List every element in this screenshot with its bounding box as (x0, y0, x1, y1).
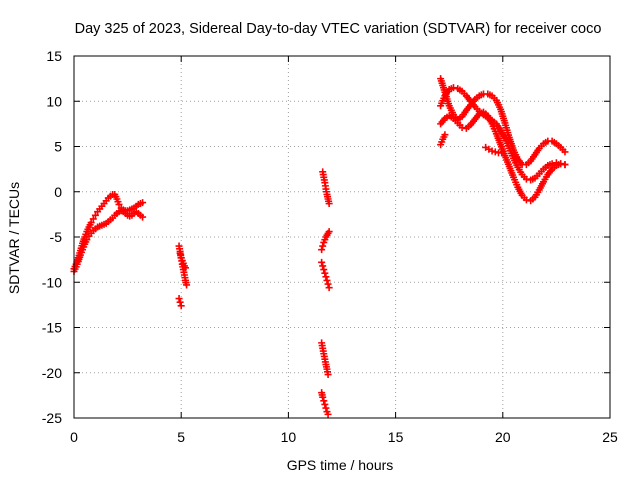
series-arc-e (175, 295, 185, 310)
y-tick-label: -25 (42, 410, 62, 426)
y-tick-label: -20 (42, 365, 62, 381)
data-point (522, 196, 530, 204)
data-point (321, 400, 329, 408)
x-tick-label: 20 (495, 429, 511, 445)
data-point (87, 219, 95, 227)
y-tick-label: -5 (50, 229, 63, 245)
data-point (322, 404, 330, 412)
data-point (175, 295, 183, 303)
x-tick-label: 10 (281, 429, 297, 445)
y-axis-label: SDTVAR / TECUs (6, 182, 22, 294)
series-arc-g (318, 228, 333, 254)
axes (73, 55, 611, 419)
data-point (115, 200, 123, 208)
x-axis-label: GPS time / hours (287, 457, 394, 473)
data-point (323, 276, 331, 284)
data-point (322, 273, 330, 281)
data-point (183, 281, 191, 289)
data-point (318, 246, 326, 254)
x-tick-label: 15 (388, 429, 404, 445)
data-point (321, 269, 329, 277)
data-point (324, 280, 332, 288)
data-point (319, 262, 327, 270)
data-point (561, 148, 569, 156)
data-point (319, 242, 327, 250)
y-tick-label: 15 (46, 48, 62, 64)
tick-labels: 0 5 10 15 20 25 -25 -20 -15 -10 -5 0 5 10 15 (42, 48, 618, 445)
y-tick-label: -10 (42, 274, 62, 290)
chart-title: Day 325 of 2023, Sidereal Day-to-day VTE… (75, 21, 602, 37)
data-point (319, 393, 327, 401)
data-point (324, 371, 332, 379)
series-arc-f (319, 168, 333, 208)
data-point (324, 410, 332, 418)
data-point (488, 147, 496, 155)
data-point (458, 123, 466, 131)
x-tick-label: 25 (602, 429, 618, 445)
data-point (91, 211, 99, 219)
data-point (176, 298, 184, 306)
series-arc-h (318, 258, 333, 292)
data-point (320, 266, 328, 274)
data-point (449, 84, 457, 92)
y-tick-label: 0 (54, 184, 62, 200)
series-arc-m (437, 108, 569, 205)
y-tick-label: -15 (42, 320, 62, 336)
data-point (325, 228, 333, 236)
data-point (320, 397, 328, 405)
data-point (89, 215, 97, 223)
x-tick-label: 0 (70, 429, 78, 445)
data-point (325, 200, 333, 208)
y-tick-label: 5 (54, 139, 62, 155)
data-point (181, 264, 189, 272)
data-point (491, 148, 499, 156)
series-arc-l (437, 84, 569, 184)
data-point (318, 258, 326, 266)
data-point (139, 199, 147, 207)
data-point (498, 149, 506, 157)
data-points (70, 75, 569, 418)
series-arc-i (318, 339, 332, 379)
data-point (561, 161, 569, 169)
data-point (557, 160, 565, 168)
x-tick-label: 5 (177, 429, 185, 445)
data-point (139, 213, 147, 221)
data-point (522, 175, 530, 183)
data-point (441, 131, 449, 139)
data-point (177, 302, 185, 310)
series-arc-o (482, 143, 506, 157)
y-tick-label: 10 (46, 93, 62, 109)
series-arc-j (318, 389, 332, 418)
data-point (83, 236, 91, 244)
series-arc-n (437, 131, 449, 149)
series-arc-d (176, 249, 189, 272)
data-point (325, 284, 333, 292)
